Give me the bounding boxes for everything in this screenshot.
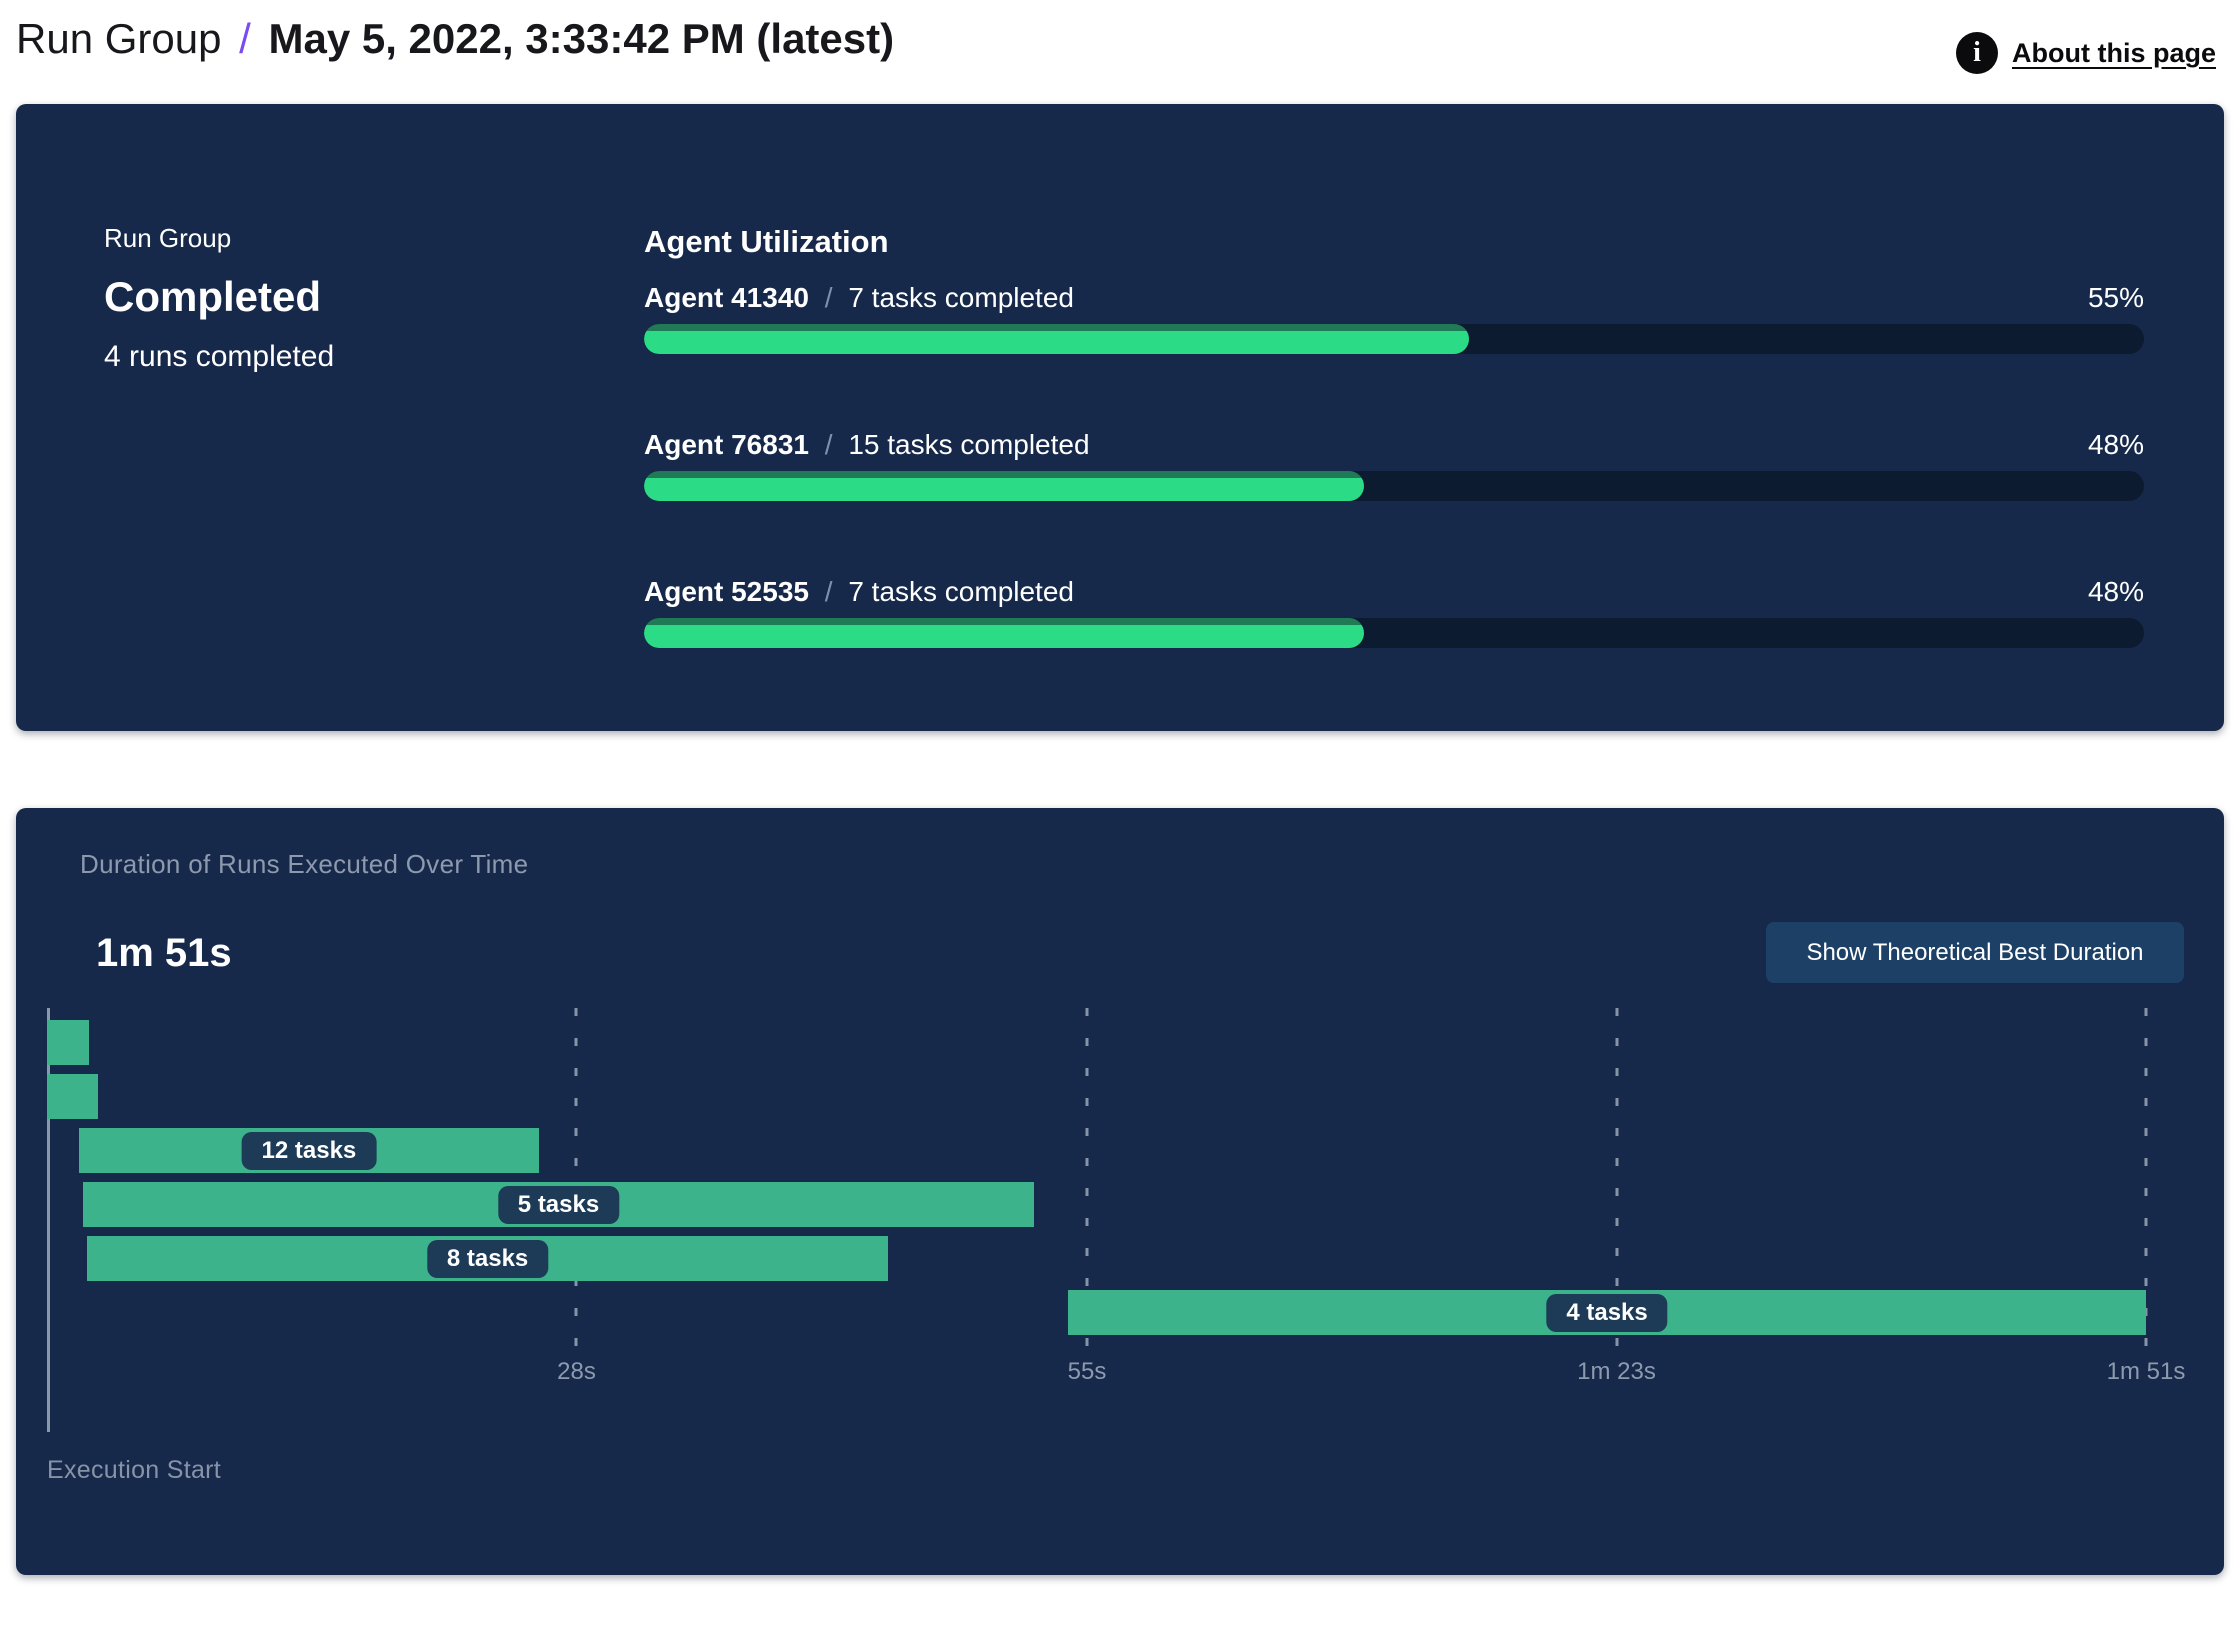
gridline — [2144, 1008, 2148, 1348]
show-theoretical-best-duration-button[interactable]: Show Theoretical Best Duration — [1766, 922, 2184, 983]
gridline — [1085, 1008, 1089, 1348]
duration-chart-title: Duration of Runs Executed Over Time — [80, 849, 529, 879]
breadcrumb-run-group[interactable]: Run Group — [16, 15, 222, 62]
axis-tick-label: 28s — [557, 1358, 596, 1385]
runs-completed-count: 4 runs completed — [104, 340, 335, 373]
run-group-summary-panel: Run Group Completed 4 runs completed Age… — [16, 104, 2224, 731]
breadcrumb: Run Group / May 5, 2022, 3:33:42 PM (lat… — [16, 14, 894, 64]
agent-utilization-bar-fill — [644, 471, 1364, 501]
agent-tasks-completed: 7 tasks completed — [848, 576, 1074, 607]
agent-utilization-row: Agent 52535 / 7 tasks completed 48% — [644, 575, 2144, 648]
agent-utilization-percent: 55% — [2087, 282, 2144, 313]
agent-utilization-percent: 48% — [2087, 576, 2144, 607]
agent-name: Agent 41340 — [644, 282, 809, 313]
agent-utilization-row: Agent 41340 / 7 tasks completed 55% — [644, 281, 2144, 354]
run-bar[interactable]: 4 tasks — [1068, 1290, 2146, 1335]
page-title: May 5, 2022, 3:33:42 PM (latest) — [268, 15, 895, 62]
axis-tick-label: 1m 23s — [1577, 1358, 1656, 1385]
run-group-status-block: Run Group Completed 4 runs completed — [104, 222, 644, 667]
about-this-page-link[interactable]: i About this page — [1956, 32, 2216, 74]
run-bar[interactable]: 5 tasks — [82, 1182, 1035, 1227]
agent-label-line: Agent 76831 / 15 tasks completed 48% — [644, 428, 2144, 462]
agent-label: Agent 41340 / 7 tasks completed — [644, 281, 1074, 315]
agent-tasks-completed: 15 tasks completed — [848, 429, 1090, 460]
breadcrumb-separator: / — [239, 15, 251, 62]
agent-name: Agent 52535 — [644, 576, 809, 607]
gantt-chart: 28s 55s 1m 23s 1m 51s 12 tasks 5 tasks 8 tasks… — [47, 1008, 2185, 1432]
run-bar[interactable] — [47, 1074, 99, 1119]
run-bar[interactable] — [47, 1020, 89, 1065]
agent-separator: / — [816, 429, 841, 460]
agent-utilization-rows: Agent 41340 / 7 tasks completed 55% Agen… — [644, 281, 2144, 648]
info-icon: i — [1956, 32, 1998, 74]
run-task-count-pill: 8 tasks — [426, 1239, 549, 1278]
run-group-status: Completed — [104, 273, 322, 320]
agent-separator: / — [816, 282, 841, 313]
duration-chart-panel: Duration of Runs Executed Over Time 1m 5… — [16, 808, 2224, 1575]
agent-utilization-percent: 48% — [2087, 429, 2144, 460]
duration-header-row: 1m 51s Show Theoretical Best Duration — [80, 922, 2184, 983]
run-task-count-pill: 4 tasks — [1546, 1293, 1668, 1332]
gridline — [1615, 1008, 1619, 1348]
about-link-label: About this page — [2012, 37, 2216, 68]
agent-utilization-heading: Agent Utilization — [644, 224, 889, 259]
agent-separator: / — [816, 576, 841, 607]
agent-utilization-bar-track — [644, 471, 2144, 501]
run-bar[interactable]: 8 tasks — [86, 1236, 889, 1281]
agent-label: Agent 52535 / 7 tasks completed — [644, 575, 1074, 609]
agent-tasks-completed: 7 tasks completed — [848, 282, 1074, 313]
agent-utilization-section: Agent Utilization Agent 41340 / 7 tasks … — [644, 222, 2144, 667]
run-bar[interactable]: 12 tasks — [79, 1128, 539, 1173]
execution-start-label: Execution Start — [47, 1456, 222, 1484]
agent-name: Agent 76831 — [644, 429, 809, 460]
agent-utilization-bar-fill — [644, 324, 1469, 354]
agent-utilization-bar-track — [644, 618, 2144, 648]
agent-label: Agent 76831 / 15 tasks completed — [644, 428, 1090, 462]
axis-tick-label: 55s — [1067, 1358, 1107, 1385]
run-task-count-pill: 12 tasks — [241, 1131, 377, 1170]
page-header: Run Group / May 5, 2022, 3:33:42 PM (lat… — [0, 0, 2240, 104]
run-task-count-pill: 5 tasks — [497, 1185, 620, 1224]
run-group-kicker: Run Group — [104, 223, 232, 253]
agent-utilization-row: Agent 76831 / 15 tasks completed 48% — [644, 428, 2144, 501]
agent-utilization-bar-fill — [644, 618, 1364, 648]
axis-tick-label: 1m 51s — [2106, 1358, 2186, 1385]
agent-utilization-bar-track — [644, 324, 2144, 354]
agent-label-line: Agent 41340 / 7 tasks completed 55% — [644, 281, 2144, 315]
gridline — [574, 1008, 578, 1348]
execution-start-axis-line — [47, 1008, 50, 1432]
total-duration-value: 1m 51s — [96, 930, 232, 975]
agent-label-line: Agent 52535 / 7 tasks completed 48% — [644, 575, 2144, 609]
